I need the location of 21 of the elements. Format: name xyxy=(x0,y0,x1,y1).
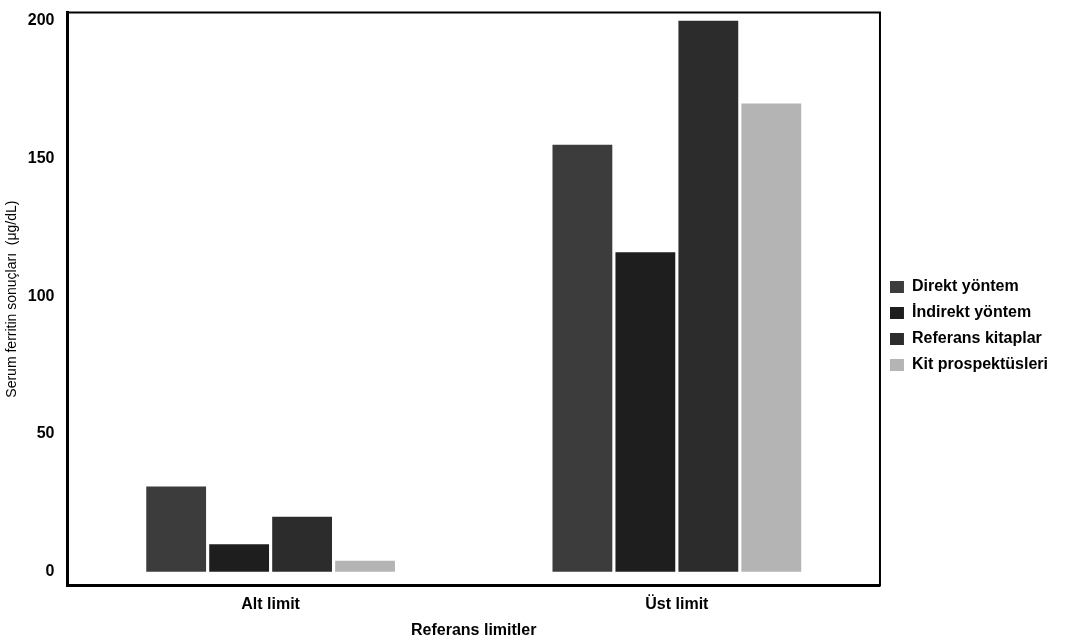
y-tick-label: 50 xyxy=(36,424,55,442)
bar xyxy=(335,560,395,572)
legend-label: Direkt yöntem xyxy=(911,277,1019,295)
bar xyxy=(146,486,207,572)
bar xyxy=(209,544,270,572)
legend-label: Kit prospektüsleri xyxy=(911,355,1048,373)
x-axis-title: Referans limitler xyxy=(411,620,537,638)
y-tick-label: 100 xyxy=(27,286,55,304)
bar xyxy=(272,516,333,572)
legend-label: Referans kitaplar xyxy=(911,329,1042,347)
bar xyxy=(552,144,613,572)
y-tick-label: 150 xyxy=(27,149,55,167)
y-tick-label: 200 xyxy=(27,11,55,29)
x-tick-label: Alt limit xyxy=(241,594,301,612)
bar xyxy=(678,20,739,572)
bar xyxy=(741,103,802,572)
x-tick-label: Üst limit xyxy=(645,593,710,612)
legend-label: İndirekt yöntem xyxy=(911,303,1032,321)
y-tick-label: 0 xyxy=(45,562,55,580)
y-axis-title: Serum ferritin sonuçları (μg/dL) xyxy=(3,200,20,398)
bar xyxy=(615,252,676,572)
